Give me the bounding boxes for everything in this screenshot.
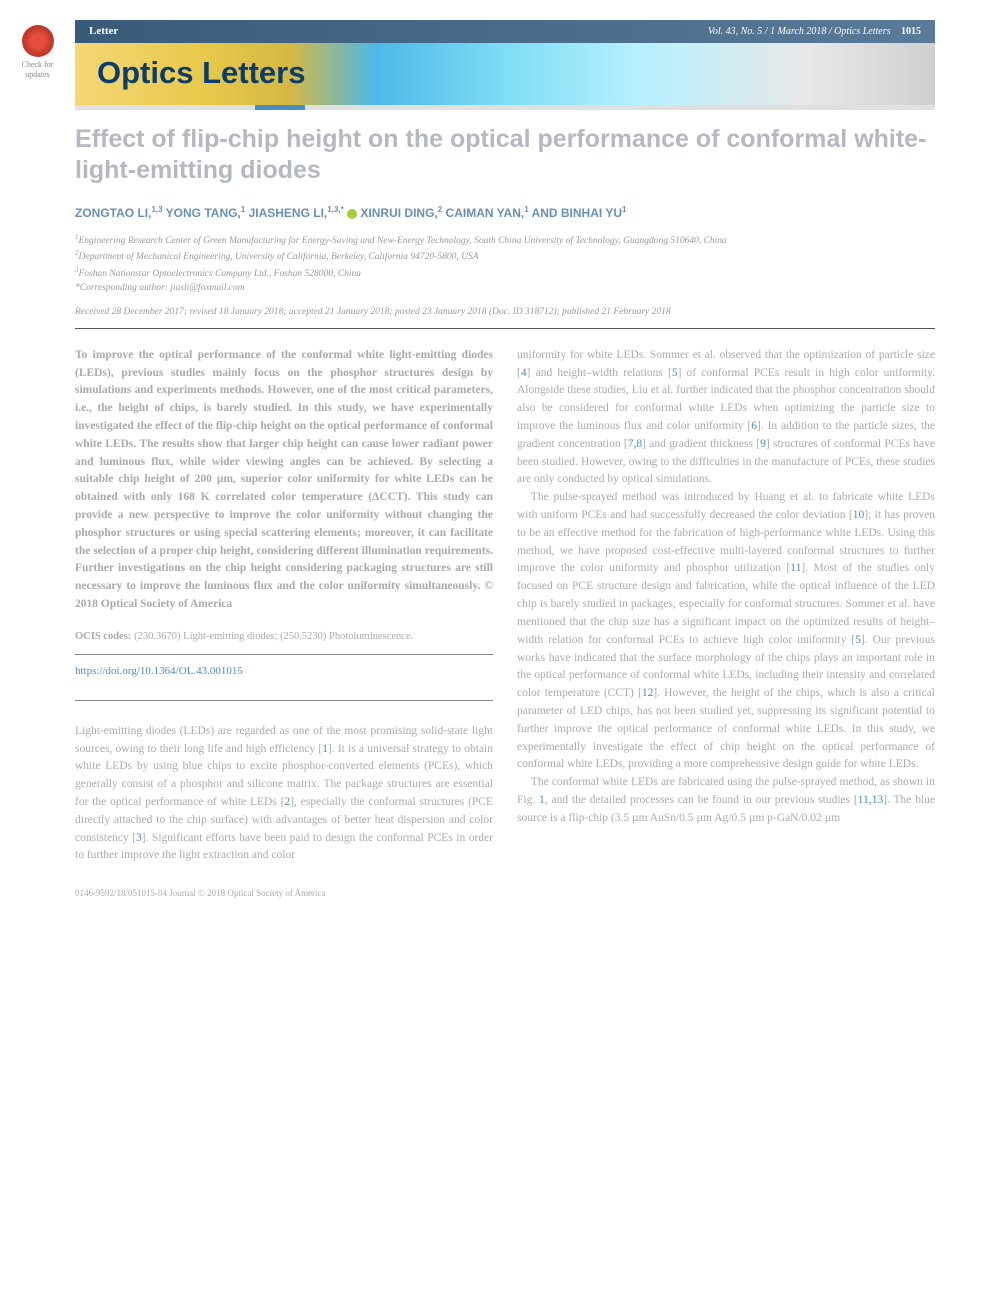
- footer: 0146-9592/18/051015-04 Journal © 2018 Op…: [75, 887, 935, 901]
- check-updates-icon: [22, 25, 54, 57]
- paragraph: The pulse-sprayed method was introduced …: [517, 489, 935, 774]
- letter-tag: Letter: [89, 23, 118, 40]
- ocis-block: OCIS codes: (230.3670) Light-emitting di…: [75, 628, 493, 646]
- column-left: To improve the optical performance of th…: [75, 347, 493, 866]
- page-number: 1015: [901, 26, 921, 37]
- affiliation: 3Foshan Nationstar Optoelectronics Compa…: [75, 265, 935, 281]
- publication-dates: Received 28 December 2017; revised 18 Ja…: [75, 305, 935, 319]
- doi-separator-top: [75, 654, 493, 655]
- body-text-right: uniformity for white LEDs. Sommer et al.…: [517, 347, 935, 828]
- doi-separator-bottom: [75, 700, 493, 701]
- authors: ZONGTAO LI,1,3 YONG TANG,1 JIASHENG LI,1…: [75, 204, 935, 222]
- paragraph: The conformal white LEDs are fabricated …: [517, 774, 935, 827]
- article-title: Effect of flip-chip height on the optica…: [75, 124, 935, 187]
- paragraph: uniformity for white LEDs. Sommer et al.…: [517, 347, 935, 490]
- paragraph: Light-emitting diodes (LEDs) are regarde…: [75, 723, 493, 866]
- affiliation: 1Engineering Research Center of Green Ma…: [75, 232, 935, 248]
- volume-info: Vol. 43, No. 5 / 1 March 2018 / Optics L…: [708, 24, 921, 39]
- vol-text: Vol. 43, No. 5 / 1 March 2018 / Optics L…: [708, 26, 891, 37]
- check-updates-label: Check for updates: [15, 60, 60, 79]
- journal-name: Optics Letters: [97, 50, 305, 97]
- affiliations: 1Engineering Research Center of Green Ma…: [75, 232, 935, 295]
- body-text-left: Light-emitting diodes (LEDs) are regarde…: [75, 723, 493, 866]
- header-bar: Letter Vol. 43, No. 5 / 1 March 2018 / O…: [75, 20, 935, 43]
- affiliation: 2Department of Mechanical Engineering, U…: [75, 248, 935, 264]
- journal-banner: Optics Letters: [75, 43, 935, 105]
- content-columns: To improve the optical performance of th…: [75, 347, 935, 866]
- column-right: uniformity for white LEDs. Sommer et al.…: [517, 347, 935, 866]
- banner-accent: [75, 105, 935, 110]
- separator: [75, 328, 935, 329]
- page: Check for updates Letter Vol. 43, No. 5 …: [0, 0, 990, 931]
- doi-link[interactable]: https://doi.org/10.1364/OL.43.001015: [75, 663, 493, 680]
- ocis-codes: (230.3670) Light-emitting diodes; (250.5…: [134, 631, 413, 642]
- check-updates-badge[interactable]: Check for updates: [15, 25, 60, 79]
- affiliation: *Corresponding author: jiasli@foxmail.co…: [75, 281, 935, 295]
- ocis-label: OCIS codes:: [75, 631, 131, 642]
- abstract: To improve the optical performance of th…: [75, 347, 493, 614]
